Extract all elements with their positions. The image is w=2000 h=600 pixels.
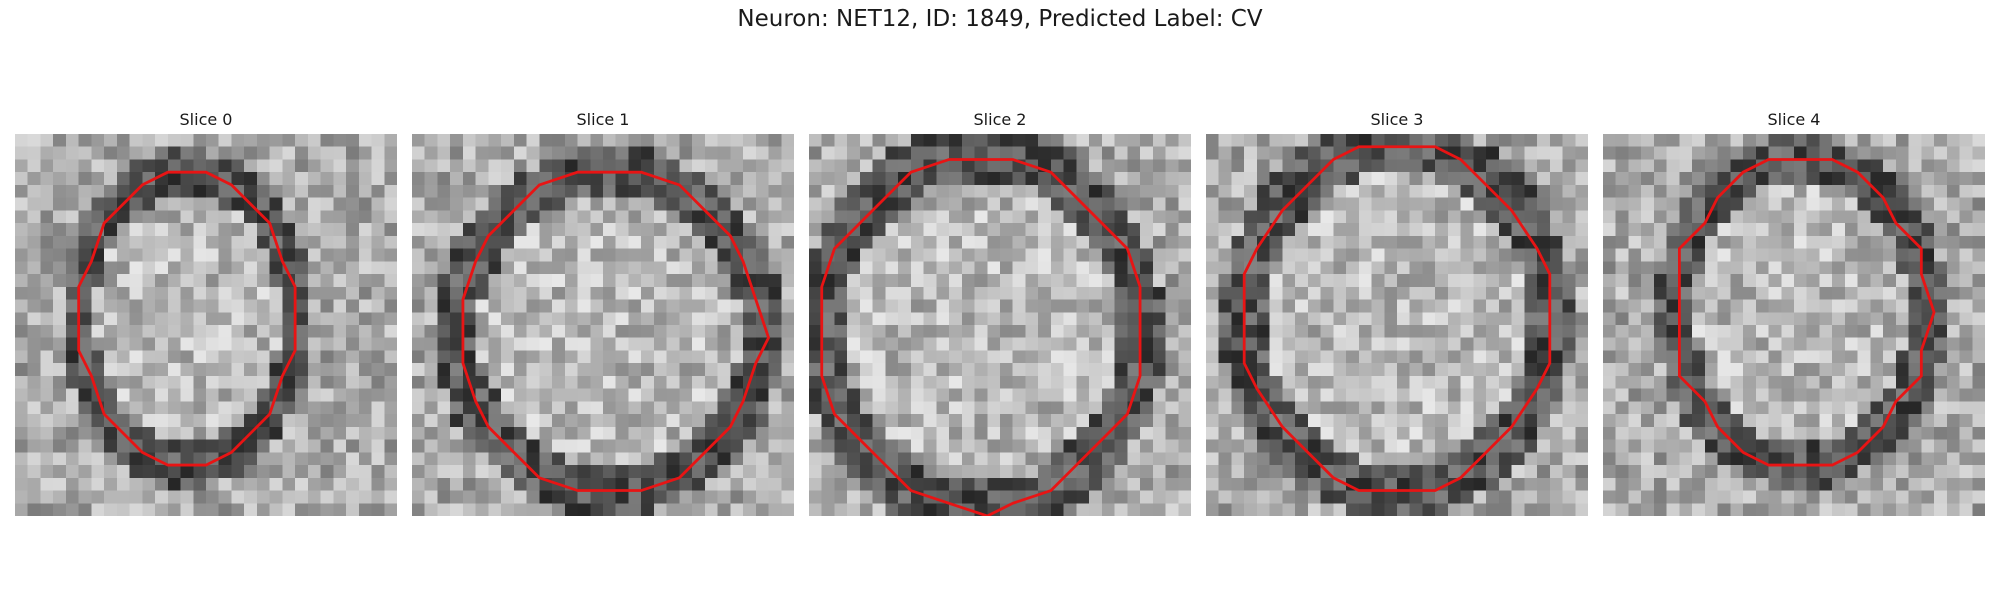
slice-image (1206, 134, 1588, 516)
slice-title: Slice 0 (179, 110, 233, 129)
slice-panel-2: Slice 2 (809, 108, 1191, 516)
segmentation-contour (77, 170, 297, 467)
segmentation-contour (1242, 145, 1552, 492)
slice-title: Slice 3 (1370, 110, 1424, 129)
segmentation-contour (461, 170, 771, 492)
slice-title: Slice 4 (1767, 110, 1821, 129)
slice-image (1603, 134, 1985, 516)
segmentation-contour (1677, 158, 1936, 467)
slice-image (15, 134, 397, 516)
slice-title: Slice 2 (973, 110, 1027, 129)
slice-image (412, 134, 794, 516)
slice-panel-3: Slice 3 (1206, 108, 1588, 516)
slice-panel-1: Slice 1 (412, 108, 794, 516)
slice-panel-4: Slice 4 (1603, 108, 1985, 516)
slice-title: Slice 1 (576, 110, 630, 129)
segmentation-contour (820, 158, 1142, 516)
slice-image (809, 134, 1191, 516)
slice-panel-0: Slice 0 (15, 108, 397, 516)
figure-title: Neuron: NET12, ID: 1849, Predicted Label… (737, 6, 1263, 32)
